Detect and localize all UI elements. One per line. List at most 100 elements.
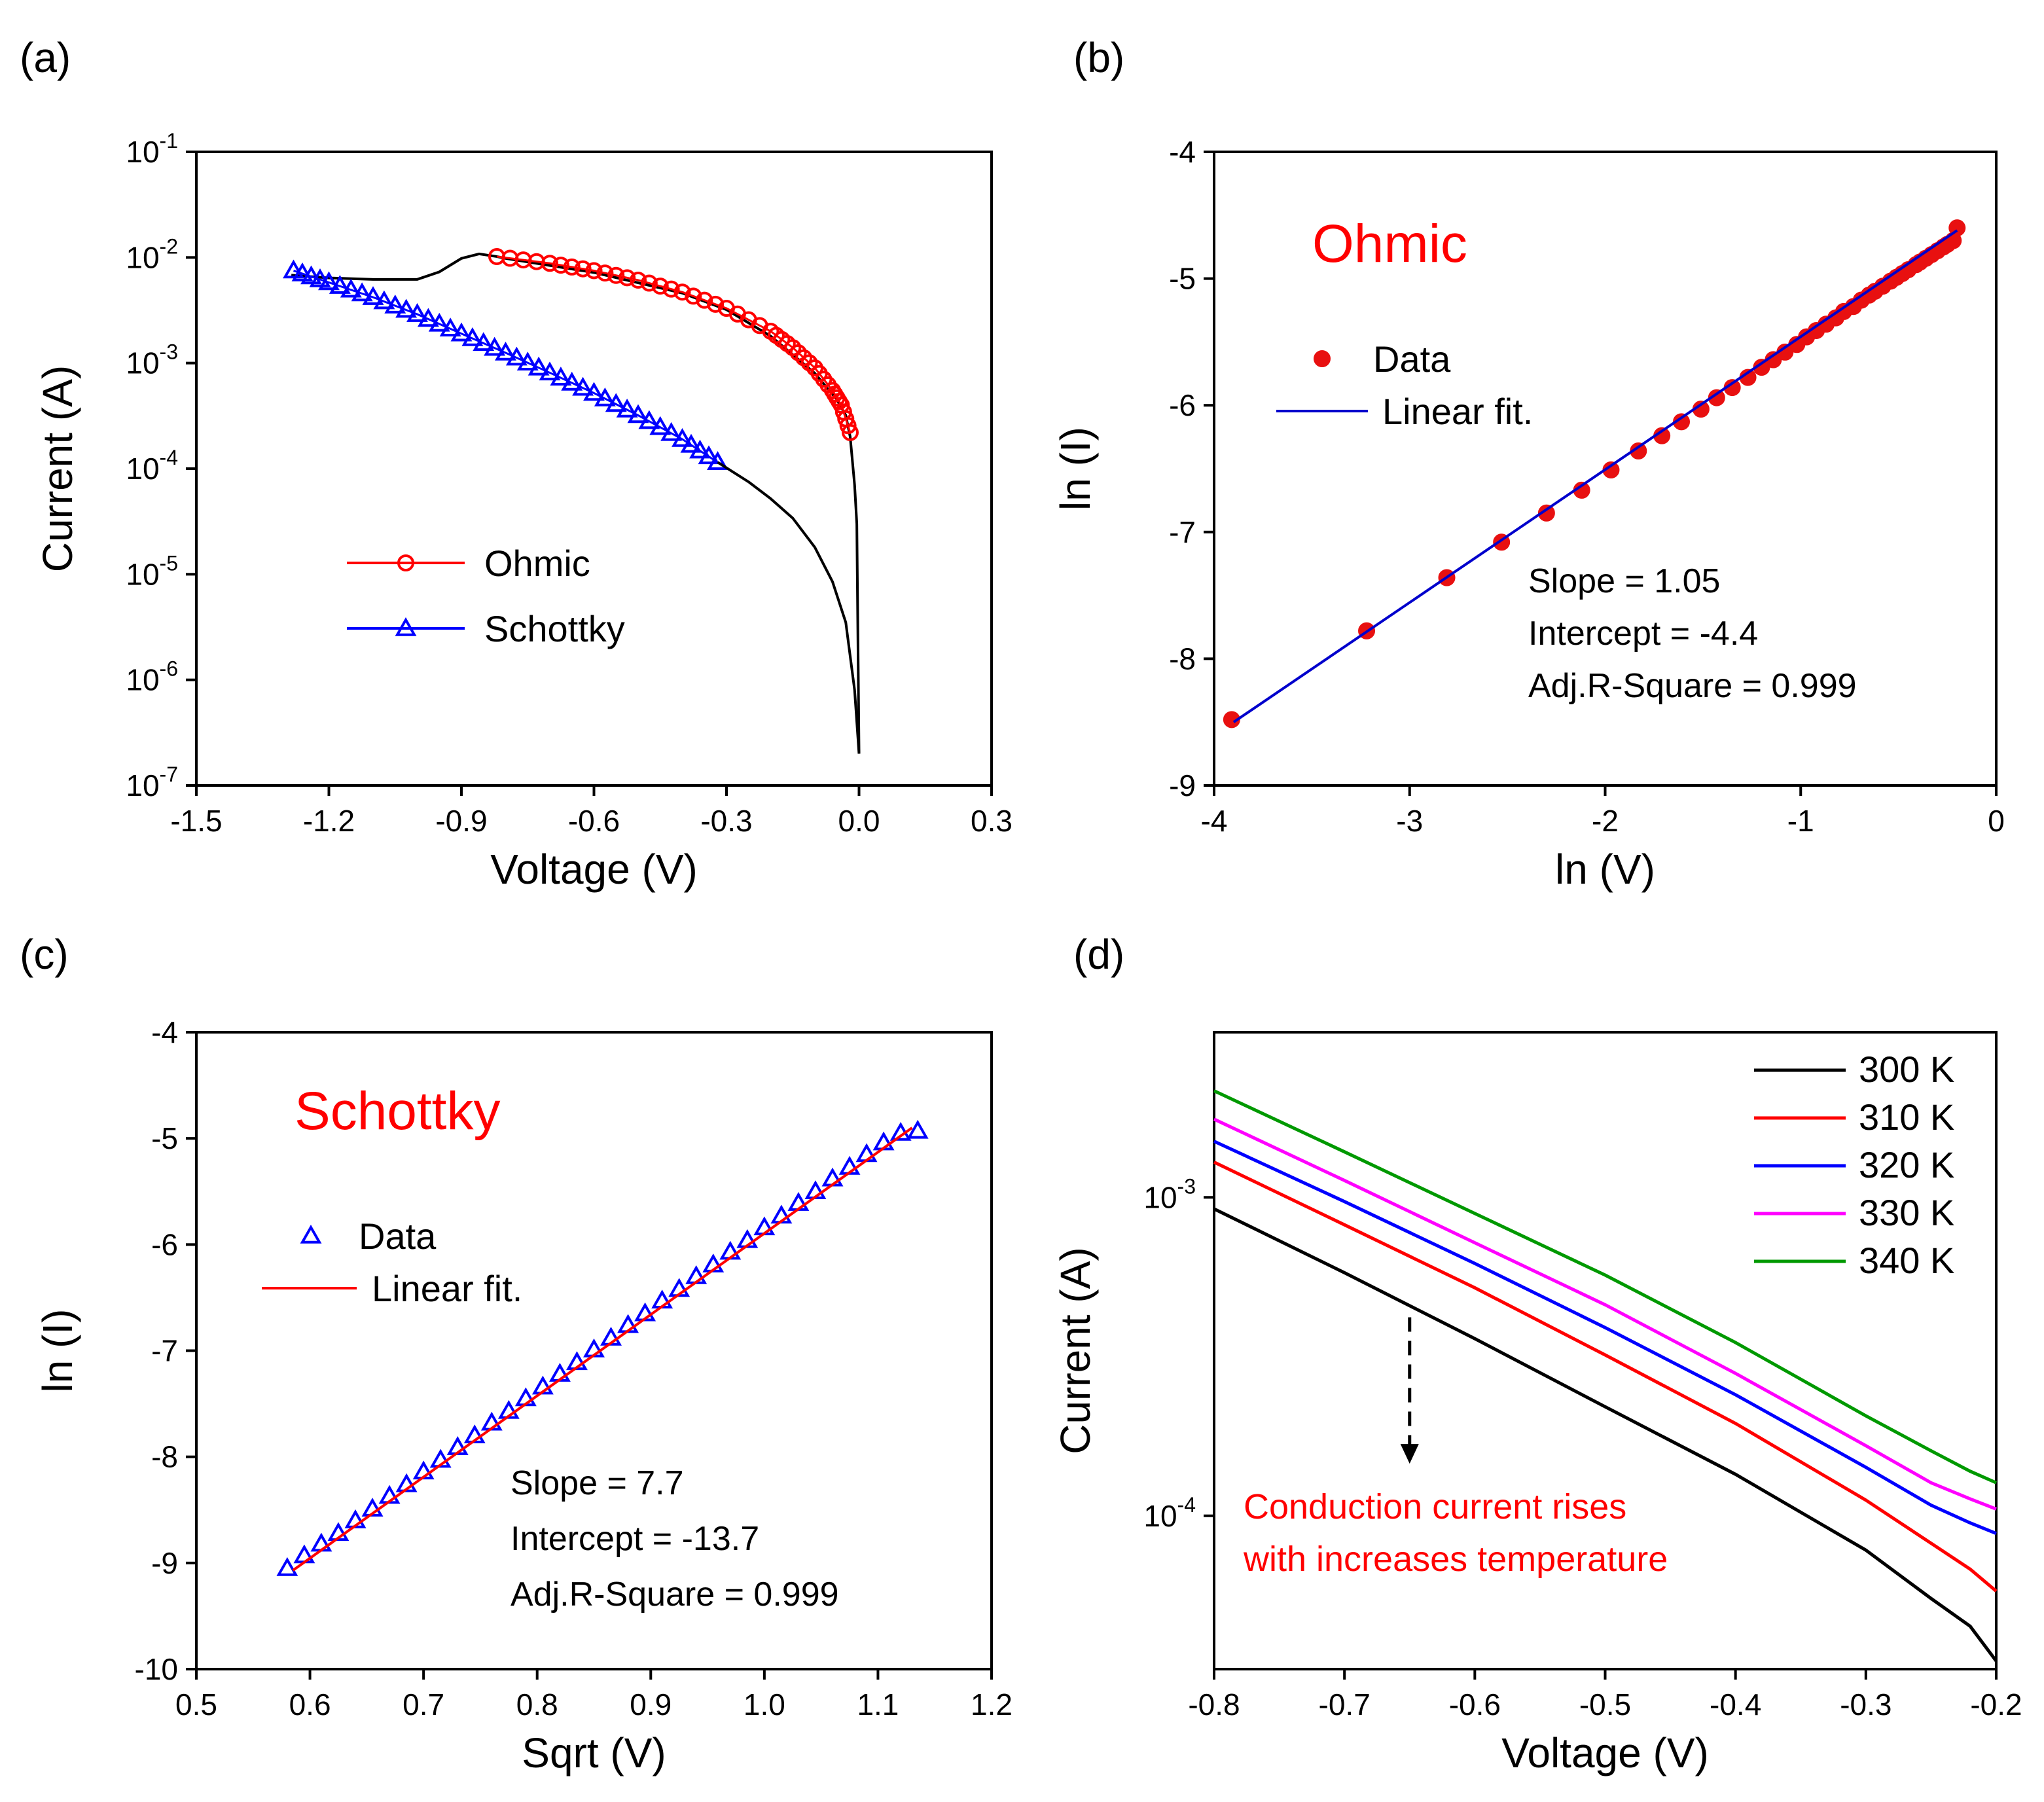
y-axis-title: Current (A) bbox=[1052, 1247, 1099, 1454]
legend-marker-data bbox=[300, 1224, 322, 1244]
y-tick-label: -8 bbox=[1169, 641, 1196, 676]
chart-title: Schottky bbox=[295, 1081, 500, 1141]
data-point-ohmic bbox=[707, 295, 725, 313]
y-tick-label: -10 bbox=[135, 1652, 178, 1686]
data-point-ohmic bbox=[563, 258, 581, 276]
data-point-ohmic bbox=[651, 278, 669, 295]
data-point bbox=[787, 1192, 810, 1211]
data-point-ohmic bbox=[574, 260, 592, 278]
x-tick-label: -0.3 bbox=[700, 804, 752, 838]
annotation-arrowhead bbox=[1400, 1444, 1419, 1464]
data-point-ohmic bbox=[662, 280, 680, 298]
legend: Data Linear fit. bbox=[262, 1216, 522, 1309]
series-line-340k bbox=[1213, 1089, 1998, 1485]
legend-label-340k: 340 K bbox=[1859, 1240, 1954, 1281]
y-axis-title: Current (A) bbox=[34, 365, 81, 573]
data-point-schottky bbox=[329, 275, 351, 294]
legend-label-fit: Linear fit. bbox=[372, 1268, 522, 1309]
data-point-schottky bbox=[439, 317, 461, 337]
panel-label: (c) bbox=[20, 931, 69, 978]
x-tick-label: 0.8 bbox=[516, 1687, 558, 1721]
x-tick-label: 0.7 bbox=[403, 1687, 444, 1721]
data-point-schottky bbox=[572, 376, 594, 396]
x-tick-label: -3 bbox=[1396, 804, 1423, 838]
data-point-schottky bbox=[484, 336, 506, 356]
legend-label-ohmic: Ohmic bbox=[484, 543, 590, 584]
x-tick-label: -0.8 bbox=[1188, 1687, 1240, 1721]
x-tick-label: 0.0 bbox=[838, 804, 880, 838]
x-tick-label: 0.3 bbox=[971, 804, 1013, 838]
data-point-schottky bbox=[561, 371, 583, 391]
data-point bbox=[310, 1532, 332, 1552]
chart-title: Ohmic bbox=[1312, 214, 1467, 274]
y-tick-label: 10-6 bbox=[126, 657, 178, 697]
data-point-schottky bbox=[707, 451, 728, 470]
legend-marker-data bbox=[1314, 350, 1331, 367]
legend-marker-schottky bbox=[395, 617, 417, 636]
x-tick-label: -4 bbox=[1201, 804, 1228, 838]
x-tick-label: -2 bbox=[1592, 804, 1619, 838]
annotation-text: Conduction current rises bbox=[1244, 1487, 1626, 1526]
fit-line bbox=[292, 1126, 913, 1572]
data-point-schottky bbox=[583, 382, 605, 401]
series-line-330k bbox=[1213, 1117, 1997, 1511]
data-point-schottky bbox=[594, 387, 616, 406]
data-point-ohmic bbox=[607, 266, 625, 284]
fit-stat: Slope = 7.7 bbox=[511, 1464, 684, 1502]
x-tick-label: -0.6 bbox=[568, 804, 620, 838]
data-point bbox=[906, 1119, 929, 1139]
x-tick-label: 1.2 bbox=[971, 1687, 1013, 1721]
data-point-schottky bbox=[495, 342, 516, 361]
data-point-ohmic bbox=[585, 262, 603, 279]
y-tick-label: -9 bbox=[151, 1546, 178, 1580]
data-point-schottky bbox=[689, 439, 711, 459]
legend-label-data: Data bbox=[359, 1216, 437, 1257]
y-tick-label: 10-3 bbox=[126, 340, 178, 380]
y-tick-label: -5 bbox=[1169, 262, 1196, 296]
y-tick-label: -5 bbox=[151, 1121, 178, 1155]
data-point-schottky bbox=[680, 433, 702, 453]
data-point-schottky bbox=[450, 322, 473, 342]
data-point-schottky bbox=[660, 422, 683, 441]
x-tick-label: -0.3 bbox=[1840, 1687, 1892, 1721]
x-tick-label: -0.7 bbox=[1319, 1687, 1371, 1721]
y-tick-label: 10-1 bbox=[126, 129, 178, 169]
fit-stat: Adj.R-Square = 0.999 bbox=[511, 1576, 839, 1613]
panel-c: (c) 0.5 0.6 0.7 0.8 0.9 1.0 1.1 1.2 -10 -9 -8 -7 -6 -5… bbox=[20, 931, 1013, 1776]
data-point-ohmic bbox=[640, 274, 658, 292]
data-point-ohmic bbox=[619, 269, 636, 287]
data-point-schottky bbox=[384, 295, 406, 314]
series-line-310k bbox=[1213, 1161, 1998, 1593]
y-tick-label: -4 bbox=[151, 1015, 178, 1049]
x-tick-label: -0.5 bbox=[1579, 1687, 1631, 1721]
y-axis-title: ln (I) bbox=[34, 1309, 81, 1393]
y-axis-title: ln (I) bbox=[1052, 427, 1099, 511]
data-point-ohmic bbox=[696, 291, 713, 309]
data-point-schottky bbox=[698, 445, 720, 465]
data-point-schottky bbox=[539, 361, 561, 381]
y-tick-label: -7 bbox=[151, 1334, 178, 1368]
y-tick-label: -9 bbox=[1169, 768, 1196, 802]
legend: 300 K 310 K 320 K 330 K 340 K bbox=[1754, 1049, 1954, 1281]
fit-stat: Intercept = -13.7 bbox=[511, 1520, 759, 1558]
data-point-schottky bbox=[461, 327, 484, 346]
legend-label-310k: 310 K bbox=[1859, 1096, 1954, 1138]
data-point-ohmic bbox=[552, 257, 569, 274]
data-point-schottky bbox=[616, 398, 638, 418]
legend-label-330k: 330 K bbox=[1859, 1192, 1954, 1233]
data-point-schottky bbox=[417, 308, 439, 327]
x-tick-label: 0.5 bbox=[175, 1687, 217, 1721]
data-point-schottky bbox=[638, 410, 660, 429]
data-point-ohmic bbox=[630, 271, 647, 289]
data-point-schottky bbox=[516, 351, 539, 370]
data-point-schottky bbox=[406, 303, 428, 322]
data-point-schottky bbox=[309, 268, 331, 287]
series-line-300k bbox=[1213, 1207, 1998, 1663]
x-tick-label: -0.2 bbox=[1970, 1687, 2022, 1721]
panel-b: (b) -4 -3 -2 -1 0 -9 -8 -7 -6 -5 -4 ln (V) ln (I) Ohmi… bbox=[1052, 34, 2005, 893]
x-axis-title: Voltage (V) bbox=[490, 846, 698, 893]
panel-label: (a) bbox=[20, 34, 71, 81]
data-point-schottky bbox=[649, 416, 672, 435]
data-point-schottky bbox=[373, 290, 395, 310]
